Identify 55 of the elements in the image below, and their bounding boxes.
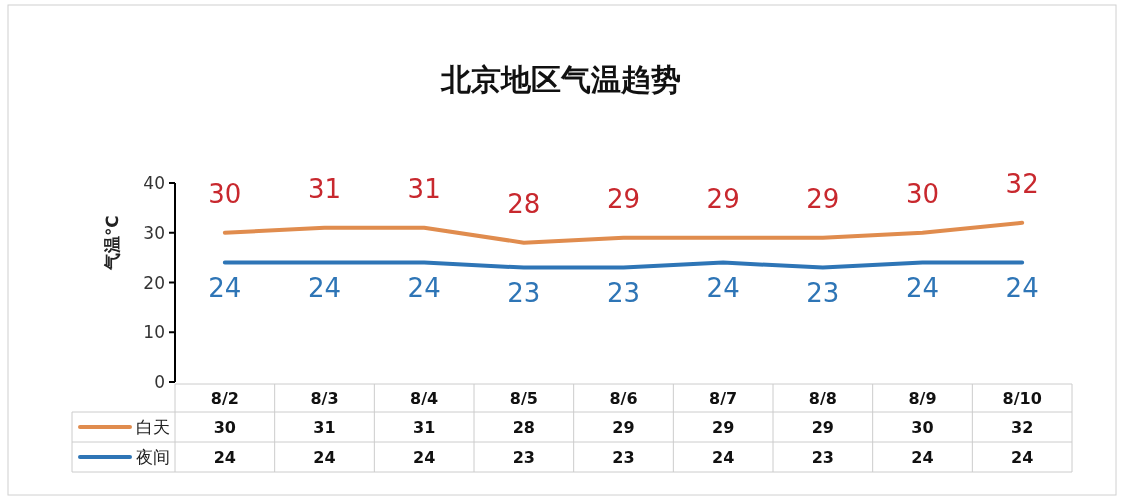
y-tick-label: 30 <box>143 222 165 243</box>
data-label: 29 <box>811 418 834 437</box>
data-label: 24 <box>911 448 934 467</box>
data-label: 24 <box>213 448 236 467</box>
annotation: 23 <box>606 277 641 308</box>
annotation: 29 <box>606 183 641 214</box>
annotation: 30 <box>208 178 242 209</box>
data-label: 23 <box>512 448 535 467</box>
x-tick-label: 8/7 <box>709 389 738 408</box>
data-label: 32 <box>1011 418 1034 437</box>
x-tick-label: 8/6 <box>609 389 638 408</box>
x-tick-label: 8/3 <box>310 389 339 408</box>
annotation: 24 <box>905 272 940 303</box>
x-tick-label: 8/8 <box>808 389 837 408</box>
data-label: 24 <box>313 448 336 467</box>
data-label: 29 <box>712 418 735 437</box>
data-label: 31 <box>313 418 336 437</box>
x-tick-label: 8/5 <box>509 389 538 408</box>
y-tick-label: 20 <box>143 272 165 293</box>
y-tick-label: 0 <box>154 372 165 392</box>
x-tick-label: 8/2 <box>210 389 239 408</box>
annotation: 23 <box>806 277 840 308</box>
x-tick-label: 8/4 <box>410 389 439 408</box>
data-label: 28 <box>512 418 535 437</box>
legend-label: 夜间 <box>136 447 170 467</box>
y-tick-label: 40 <box>143 173 165 193</box>
data-label: 24 <box>1011 448 1034 467</box>
y-axis-title: 气温℃ <box>102 215 122 272</box>
data-label: 23 <box>612 448 635 467</box>
annotation: 29 <box>706 183 740 214</box>
annotation: 28 <box>507 188 541 219</box>
annotation: 32 <box>1005 168 1039 199</box>
annotation: 29 <box>806 183 840 214</box>
data-label: 29 <box>612 418 635 437</box>
y-tick-label: 10 <box>143 322 165 343</box>
annotation: 24 <box>208 272 242 303</box>
legend-label: 白天 <box>136 417 170 437</box>
line-series <box>222 220 1025 245</box>
annotation: 30 <box>905 178 940 209</box>
annotation: 24 <box>407 272 441 303</box>
chart-title: 北京地区气温趋势 <box>440 62 681 97</box>
data-label: 31 <box>413 418 436 437</box>
data-label: 24 <box>413 448 436 467</box>
data-label: 30 <box>911 418 934 437</box>
x-tick-label: 8/9 <box>908 389 937 408</box>
annotation: 24 <box>307 272 342 303</box>
annotation: 23 <box>507 277 541 308</box>
x-tick-label: 8/10 <box>1002 389 1042 408</box>
annotation: 31 <box>407 173 441 204</box>
data-label: 30 <box>213 418 236 437</box>
annotation: 24 <box>706 272 740 303</box>
data-label: 24 <box>712 448 735 467</box>
data-label: 23 <box>811 448 834 467</box>
annotation: 24 <box>1005 272 1039 303</box>
annotation: 31 <box>307 173 342 204</box>
